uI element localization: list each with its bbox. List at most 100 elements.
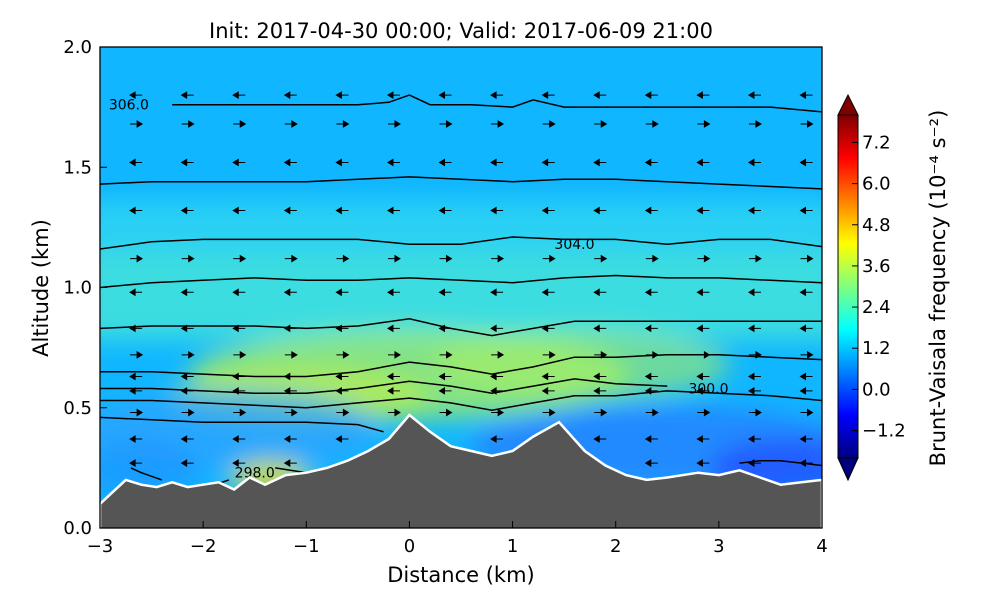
theta-contour-labels: 298.0 300.0 304.0 306.0 (109, 98, 729, 482)
wind-vector (644, 206, 658, 215)
wind-vector (386, 91, 400, 99)
wind-vector (129, 206, 143, 215)
wind-vector (232, 288, 246, 297)
wind-vector (386, 206, 400, 215)
field-shading (100, 200, 822, 500)
colorbar-label: Brunt-Vaisala frequency (10⁻⁴ s⁻²) (926, 110, 950, 467)
colorbar-tick-label: 3.6 (862, 256, 891, 277)
wind-vector (800, 120, 814, 128)
wind-vector (542, 350, 556, 359)
wind-vector (283, 372, 297, 381)
wind-vector (490, 324, 504, 333)
theta-contour (100, 318, 822, 337)
wind-vector (747, 91, 761, 99)
wind-vector (180, 324, 194, 333)
wind-vector (799, 206, 813, 215)
wind-vector (748, 408, 762, 417)
y-tick-label: 2.0 (63, 37, 92, 58)
colorbar-gradient (837, 114, 859, 459)
wind-vector (696, 372, 710, 381)
wind-vector (180, 387, 194, 395)
wind-vector (438, 91, 452, 99)
theta-contour-label: 304.0 (554, 237, 594, 253)
wind-vector (800, 254, 814, 263)
wind-vector (180, 435, 194, 443)
wind-vector (696, 206, 710, 215)
chart-title: Init: 2017-04-30 00:00; Valid: 2017-06-0… (209, 19, 713, 43)
x-tick-label: 4 (816, 536, 827, 557)
wind-vector (799, 372, 813, 381)
theta-contour (100, 390, 822, 411)
theta-contour-label: 300.0 (688, 382, 728, 398)
wind-vector (490, 91, 504, 99)
wind-vector (645, 254, 659, 263)
wind-vector (644, 387, 658, 395)
colorbar-tick-label: 1.2 (862, 338, 891, 359)
wind-vector (283, 206, 297, 215)
wind-vector (748, 120, 762, 128)
wind-vector (130, 350, 144, 359)
wind-vector (799, 435, 813, 443)
wind-vector (336, 350, 350, 359)
wind-vector (594, 408, 608, 417)
wind-vector (541, 387, 555, 395)
wind-vector (439, 350, 453, 359)
colorbar-ticks: −1.2 0.0 1.2 2.4 3.6 4.8 6.0 7.2 (852, 132, 906, 442)
wind-vector (180, 158, 194, 167)
wind-vector (336, 254, 350, 263)
y-tick-label: 1.0 (63, 278, 92, 299)
wind-vector (747, 324, 761, 333)
x-tick-label: −3 (87, 536, 114, 557)
y-tick-label: 1.5 (63, 157, 92, 178)
theta-contour (100, 354, 822, 378)
wind-vector (645, 120, 659, 128)
terrain (100, 413, 822, 528)
wind-vector (747, 288, 761, 297)
wind-vector (233, 120, 247, 128)
wind-vector (541, 372, 555, 381)
wind-vector (800, 350, 814, 359)
wind-vector (233, 408, 247, 417)
wind-vector (387, 254, 401, 263)
wind-vector (799, 387, 813, 395)
wind-vector (748, 350, 762, 359)
wind-vector (747, 206, 761, 215)
wind-vector (490, 372, 504, 381)
wind-vector (541, 91, 555, 99)
wind-vector (645, 408, 659, 417)
wind-vector (129, 288, 143, 297)
wind-vector (696, 158, 710, 167)
theta-contour (172, 94, 822, 113)
wind-vector (284, 408, 298, 417)
wind-vector (232, 459, 246, 467)
wind-vector (541, 158, 555, 167)
theta-contour (130, 467, 163, 481)
wind-vector (284, 120, 298, 128)
wind-vector (232, 91, 246, 99)
wind-vector (491, 350, 505, 359)
wind-vector (541, 206, 555, 215)
wind-vector (129, 91, 143, 99)
theta-contour (100, 378, 668, 395)
wind-vector (696, 387, 710, 395)
wind-vector (283, 158, 297, 167)
wind-vector (232, 158, 246, 167)
theta-contour (100, 274, 822, 289)
wind-vector (283, 387, 297, 395)
wind-vector (799, 158, 813, 167)
wind-vector (748, 254, 762, 263)
wind-vector (335, 387, 349, 395)
wind-vector (386, 324, 400, 333)
y-tick-label: 0.0 (63, 518, 92, 539)
x-tick-label: 3 (713, 536, 724, 557)
wind-vector (593, 324, 607, 333)
wind-vector (284, 350, 298, 359)
theta-contour-label: 306.0 (109, 98, 149, 114)
wind-vector (439, 408, 453, 417)
wind-vector (593, 435, 607, 443)
wind-vector (386, 387, 400, 395)
wind-vector (129, 158, 143, 167)
wind-vector (490, 206, 504, 215)
